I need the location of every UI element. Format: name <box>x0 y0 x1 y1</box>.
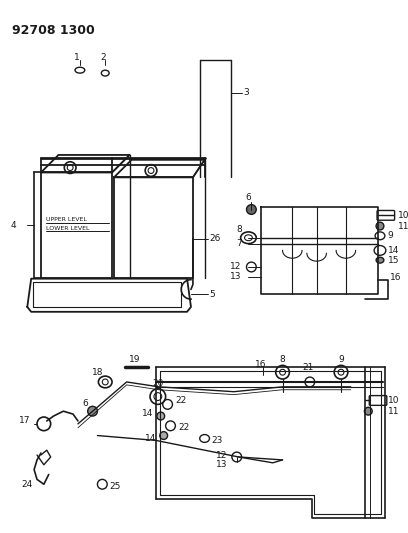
Text: 25: 25 <box>109 482 120 491</box>
Text: 13: 13 <box>230 272 242 281</box>
Text: 6: 6 <box>83 399 89 408</box>
Text: 18: 18 <box>92 368 103 377</box>
Text: 7: 7 <box>236 239 242 248</box>
Text: 16: 16 <box>255 360 267 369</box>
Text: 26: 26 <box>209 234 221 243</box>
Text: 12: 12 <box>216 450 227 459</box>
Text: 17: 17 <box>19 416 30 425</box>
Ellipse shape <box>160 432 168 439</box>
Bar <box>114 177 193 278</box>
Text: 22: 22 <box>178 423 190 432</box>
FancyBboxPatch shape <box>369 395 387 405</box>
Text: 92708 1300: 92708 1300 <box>12 25 94 37</box>
Circle shape <box>364 407 372 415</box>
Text: 24: 24 <box>22 480 33 489</box>
Text: 22: 22 <box>175 396 186 405</box>
Text: 1: 1 <box>74 53 80 62</box>
Text: LOWER LEVEL: LOWER LEVEL <box>46 227 89 231</box>
Text: 15: 15 <box>388 256 399 265</box>
Text: 11: 11 <box>388 407 399 416</box>
Text: 8: 8 <box>236 225 242 235</box>
Circle shape <box>148 167 154 173</box>
Text: 12: 12 <box>230 262 242 271</box>
Text: 14: 14 <box>388 246 399 255</box>
Text: 6: 6 <box>246 193 251 203</box>
Circle shape <box>246 205 256 214</box>
Circle shape <box>67 165 73 171</box>
Text: 13: 13 <box>215 461 227 469</box>
Text: 11: 11 <box>397 222 408 231</box>
FancyBboxPatch shape <box>377 211 395 220</box>
Text: 9: 9 <box>338 355 344 364</box>
Text: 3: 3 <box>244 88 249 97</box>
Text: UPPER LEVEL: UPPER LEVEL <box>46 217 86 222</box>
Text: 9: 9 <box>388 231 394 240</box>
Text: 5: 5 <box>209 290 215 299</box>
Text: 19: 19 <box>129 355 140 364</box>
Text: 8: 8 <box>279 355 286 364</box>
Text: 14: 14 <box>144 434 156 443</box>
Text: 14: 14 <box>142 409 153 418</box>
Text: 2: 2 <box>100 53 106 62</box>
Text: 10: 10 <box>388 396 399 405</box>
Text: 21: 21 <box>302 363 314 372</box>
Text: 20: 20 <box>152 379 164 389</box>
Circle shape <box>88 406 98 416</box>
Text: 23: 23 <box>211 436 223 445</box>
Bar <box>41 173 112 278</box>
Circle shape <box>376 222 384 230</box>
Text: 4: 4 <box>11 221 16 230</box>
Text: 10: 10 <box>397 211 408 220</box>
Ellipse shape <box>157 412 165 420</box>
Text: 16: 16 <box>390 273 401 282</box>
Ellipse shape <box>376 257 384 263</box>
